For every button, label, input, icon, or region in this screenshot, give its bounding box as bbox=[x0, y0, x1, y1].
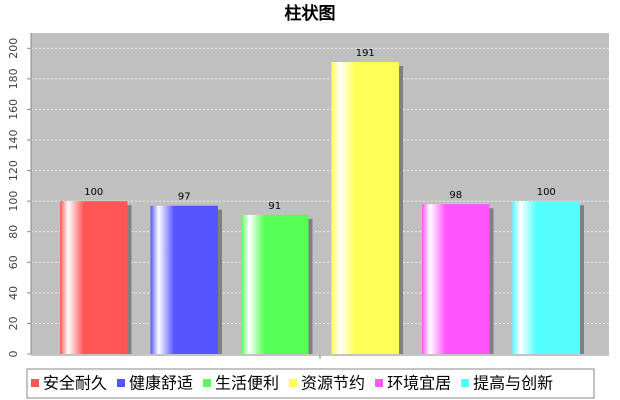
legend-swatch bbox=[461, 379, 470, 387]
y-tick-label: 60 bbox=[7, 255, 20, 269]
y-tick-label: 80 bbox=[7, 225, 20, 239]
value-label: 100 bbox=[537, 187, 556, 198]
bar bbox=[422, 204, 490, 354]
y-tick-label: 180 bbox=[7, 68, 20, 89]
y-tick-label: 100 bbox=[7, 191, 20, 212]
y-tick-label: 120 bbox=[7, 160, 20, 181]
y-tick-label: 40 bbox=[7, 286, 20, 300]
legend-swatch bbox=[117, 379, 126, 387]
bar bbox=[331, 62, 399, 355]
chart-title: 柱状图 bbox=[285, 3, 336, 24]
value-label: 97 bbox=[178, 192, 191, 203]
legend-label: 环境宜居 bbox=[387, 374, 451, 393]
y-tick-label: 140 bbox=[7, 130, 20, 151]
bar bbox=[60, 201, 128, 354]
legend-swatch bbox=[375, 379, 384, 387]
legend-swatch bbox=[203, 379, 212, 387]
legend-label: 资源节约 bbox=[301, 374, 365, 393]
legend-swatch bbox=[289, 379, 298, 387]
value-label: 98 bbox=[449, 190, 462, 201]
legend-label: 健康舒适 bbox=[129, 374, 193, 393]
value-label: 191 bbox=[356, 48, 375, 59]
y-tick-label: 200 bbox=[7, 38, 20, 59]
legend-swatch bbox=[31, 379, 39, 387]
legend-label: 生活便利 bbox=[215, 374, 279, 393]
legend-label: 安全耐久 bbox=[43, 374, 107, 393]
bar bbox=[241, 214, 309, 354]
y-tick-label: 160 bbox=[7, 99, 20, 120]
y-tick-label: 20 bbox=[7, 316, 20, 330]
legend-label: 提高与创新 bbox=[473, 374, 553, 393]
y-tick-label: 0 bbox=[7, 351, 20, 358]
bar bbox=[150, 205, 218, 354]
value-label: 91 bbox=[268, 201, 281, 212]
value-label: 100 bbox=[84, 187, 103, 198]
bar bbox=[512, 201, 580, 354]
